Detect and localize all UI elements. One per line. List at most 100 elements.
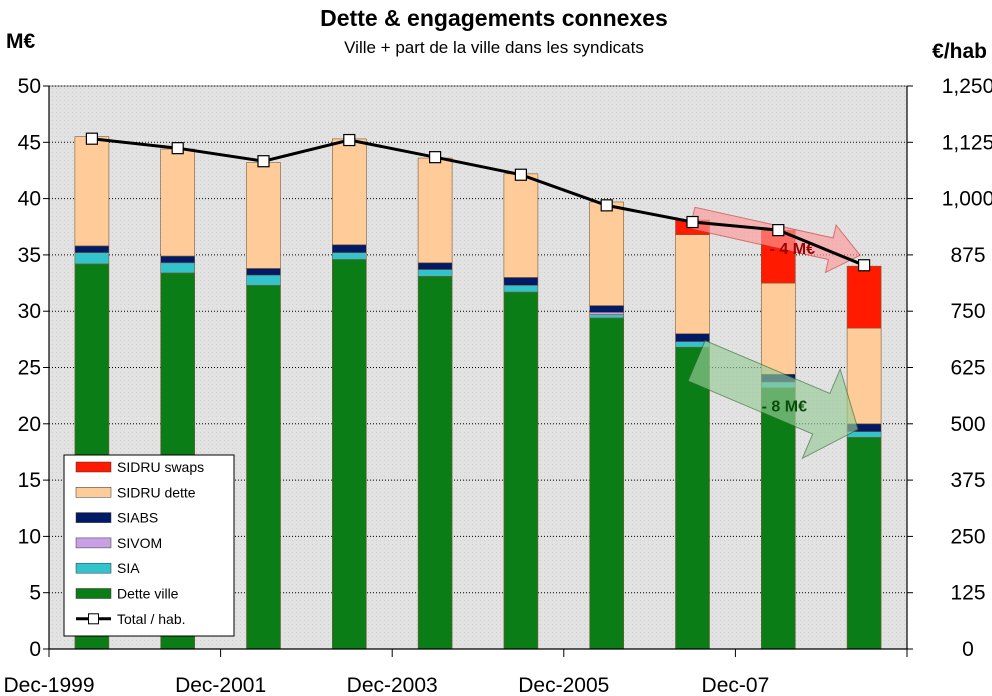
bar-segment-dette-ville [760,387,796,650]
bar-segment-sidru-dette [675,234,710,335]
right-tick-label: 500 [950,413,985,436]
right-tick-label: 875 [950,244,985,267]
x-tick-label: Dec-1999 [3,674,94,696]
x-tick-label: Dec-2005 [518,674,609,696]
left-tick-label: 35 [18,244,41,267]
legend-label: SIABS [117,510,158,526]
bar-segment-siabs [160,255,195,264]
x-tick-label: Dec-07 [702,674,770,696]
bar-segment-siabs [503,277,539,286]
bar-segment-sia [160,262,195,274]
bar-segment-sidru-dette [417,157,453,264]
annotations: - 4 M€ - 8 M€ [687,206,861,460]
bar-segment-sia [331,252,367,260]
total-line-marker [257,155,270,168]
right-tick-label: 125 [950,582,985,605]
legend-label: Dette ville [117,586,179,602]
total-line-marker [686,215,699,229]
total-line-marker [171,142,184,155]
bar-segment-sidru-dette [331,138,367,246]
bar-segment-sidru-swaps [846,265,882,329]
bar-segment-dette-ville [331,259,367,650]
bar-segment-dette-ville [846,437,882,650]
legend-label: SIDRU swaps [117,459,204,475]
bar-segment-dette-ville [246,285,281,650]
total-line-marker [772,224,785,237]
right-tick-label: 1,125 [942,131,992,154]
bar-segment-dette-ville [675,346,710,650]
chart-title: Dette & engagements connexes [320,5,668,31]
bar-segment-siabs [74,245,110,253]
right-axis-unit: €/hab [932,40,987,63]
total-line-marker [600,199,613,212]
legend-label: SIDRU dette [117,484,196,500]
legend-swatch [75,461,112,473]
left-tick-label: 45 [18,131,41,154]
right-tick-label: 0 [962,638,974,661]
right-tick-label: 1,000 [942,188,992,211]
right-tick-label: 250 [950,525,985,548]
bar-segment-sidru-dette [760,282,796,375]
chart-subtitle: Ville + part de la ville dans les syndic… [344,38,644,57]
legend-label: SIVOM [117,535,162,551]
left-tick-label: 10 [18,525,41,548]
total-per-hab-line [85,132,871,272]
legend-line-marker [88,613,99,625]
bar-segment-siabs [675,333,710,342]
left-tick-label: 25 [18,357,41,380]
bar-segment-siabs [246,268,281,276]
x-tick-label: Dec-2001 [175,674,266,696]
bar-segment-sidru-dette [246,162,281,269]
left-tick-label: 15 [18,469,41,492]
right-tick-label: 375 [950,469,985,492]
legend-swatch [75,562,112,574]
legend-swatch [75,588,112,599]
total-line-marker [343,133,356,147]
total-line-marker [85,132,99,145]
annotation-minus-8m: - 8 M€ [762,398,807,415]
bar-segment-dette-ville [417,275,453,650]
bar-segment-sia [74,252,110,265]
left-tick-label: 0 [29,638,41,661]
bar-segment-siabs [589,305,625,313]
right-tick-label: 750 [950,300,985,323]
bar-segment-siabs [331,244,367,253]
bar-segment-siabs [417,262,453,270]
bar-segment-sia [589,314,625,319]
left-axis-unit: M€ [6,30,35,53]
bar-segment-sidru-dette [589,201,625,306]
left-tick-label: 5 [29,582,41,605]
total-line-marker [857,259,871,272]
right-tick-label: 1,250 [942,75,992,98]
legend-swatch [75,487,112,498]
legend-swatch [75,537,112,549]
bar-segment-dette-ville [503,291,539,650]
total-line-marker [514,168,528,181]
legend-label: SIA [117,560,140,576]
total-line-marker [429,151,442,164]
bar-segment-sia [417,269,453,277]
bar-segment-sivom [589,312,625,315]
legend: SIDRU swaps SIDRU dette SIABS SIVOM SIA Dette… [63,454,235,637]
legend-swatch [75,512,112,523]
left-tick-label: 40 [18,188,41,211]
annotation-minus-4m: - 4 M€ [770,241,815,258]
legend-box [63,454,235,637]
bar-segment-sia [503,285,539,293]
left-tick-label: 20 [18,413,41,436]
x-tick-label: Dec-2003 [347,674,438,696]
bar-segment-dette-ville [589,317,625,650]
bar-segment-sidru-dette [74,136,110,247]
decrease-arrow-8m [687,339,859,460]
bar-segment-sia [246,274,281,286]
decrease-arrow-4m [689,206,861,274]
total-line-path [91,137,865,267]
left-tick-label: 30 [18,300,41,323]
bar-segment-sidru-dette [160,148,195,257]
right-tick-label: 625 [950,357,985,380]
axes: 0 0 5 125 10 250 15 375 20 500 25 625 30 750 35 875 40 1,… [3,75,992,696]
left-tick-label: 50 [18,75,41,98]
bar-segment-sidru-dette [846,327,882,425]
